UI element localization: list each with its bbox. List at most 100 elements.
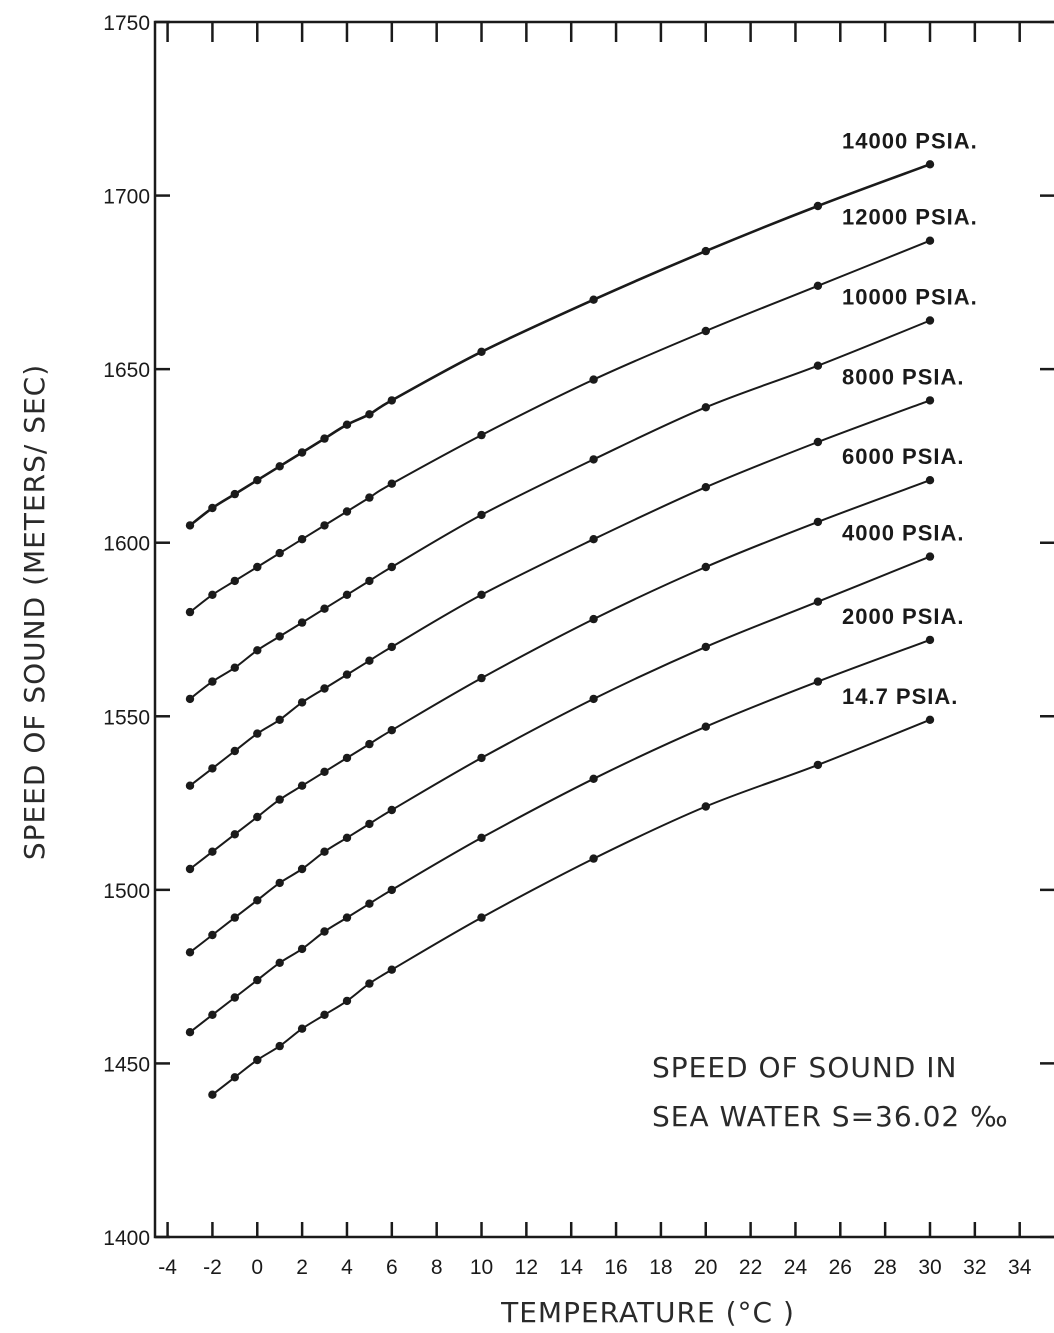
series-layer bbox=[185, 160, 935, 1099]
data-point bbox=[230, 830, 239, 839]
data-point bbox=[185, 1028, 195, 1037]
data-point bbox=[230, 1073, 239, 1082]
series-label: 2000 PSIA. bbox=[842, 604, 965, 629]
data-point bbox=[365, 410, 374, 419]
data-point bbox=[230, 746, 239, 756]
data-point bbox=[253, 646, 262, 655]
data-point bbox=[342, 670, 352, 679]
data-point bbox=[589, 774, 598, 783]
data-point bbox=[477, 347, 486, 356]
x-tick-label: 22 bbox=[739, 1256, 762, 1279]
data-point bbox=[297, 698, 307, 707]
x-tick-label: 4 bbox=[341, 1256, 353, 1279]
x-tick-label: 10 bbox=[470, 1256, 493, 1279]
data-point bbox=[365, 979, 374, 988]
data-point bbox=[320, 604, 329, 613]
data-point bbox=[589, 535, 598, 544]
data-point bbox=[230, 993, 239, 1002]
y-tick-label: 1450 bbox=[103, 1053, 150, 1076]
data-point bbox=[813, 281, 823, 290]
series-label: 14.7 PSIA. bbox=[842, 684, 958, 709]
data-point bbox=[342, 833, 352, 842]
series-line bbox=[211, 718, 931, 1096]
data-point bbox=[813, 597, 823, 606]
data-point bbox=[297, 781, 307, 790]
series-label: 10000 PSIA. bbox=[842, 285, 978, 310]
x-tick-label: 2 bbox=[296, 1256, 308, 1279]
data-point bbox=[925, 316, 935, 325]
x-tick-label: 18 bbox=[649, 1256, 672, 1279]
series-line bbox=[189, 319, 931, 700]
data-point bbox=[275, 548, 284, 558]
series-label: 8000 PSIA. bbox=[842, 364, 965, 389]
data-point bbox=[701, 246, 710, 256]
series-label: 4000 PSIA. bbox=[842, 521, 965, 546]
data-point bbox=[387, 726, 396, 735]
data-point bbox=[589, 295, 598, 304]
data-point bbox=[297, 535, 307, 544]
data-point bbox=[320, 434, 329, 443]
series-line bbox=[189, 163, 931, 527]
axis-ticks bbox=[155, 20, 1054, 1239]
data-point bbox=[320, 684, 329, 693]
data-point bbox=[365, 819, 374, 829]
data-point bbox=[342, 420, 352, 429]
data-point bbox=[701, 326, 710, 336]
data-point bbox=[208, 677, 217, 686]
data-point bbox=[297, 864, 307, 874]
data-point bbox=[253, 476, 262, 485]
data-point bbox=[208, 1090, 217, 1099]
data-point bbox=[477, 430, 486, 440]
data-point bbox=[342, 913, 352, 922]
data-point bbox=[297, 448, 307, 457]
y-tick-label: 1400 bbox=[103, 1227, 150, 1250]
series-labels: 14.7 PSIA. 2000 PSIA. 4000 PSIA. 6000 PSIA.… bbox=[842, 128, 978, 709]
data-point bbox=[701, 722, 710, 731]
y-tick-label: 1500 bbox=[103, 880, 150, 903]
x-tick-label: 24 bbox=[784, 1256, 808, 1279]
x-axis-title: TEMPERATURE (°C ) bbox=[500, 1296, 795, 1329]
x-tick-label: -2 bbox=[203, 1256, 222, 1279]
data-point bbox=[230, 576, 239, 586]
data-point bbox=[208, 847, 217, 856]
series-line bbox=[189, 555, 931, 954]
data-point bbox=[342, 590, 352, 599]
data-point bbox=[813, 361, 823, 370]
data-point bbox=[185, 694, 195, 704]
data-point bbox=[297, 1024, 307, 1033]
x-tick-label: 34 bbox=[1008, 1256, 1032, 1279]
data-point bbox=[275, 795, 284, 804]
data-point bbox=[813, 201, 823, 211]
data-point bbox=[925, 160, 935, 169]
series-label: 6000 PSIA. bbox=[842, 444, 965, 469]
data-point bbox=[185, 607, 195, 617]
data-point bbox=[208, 764, 217, 773]
data-point bbox=[387, 885, 396, 895]
data-point bbox=[477, 913, 486, 922]
data-point bbox=[297, 944, 307, 954]
data-point bbox=[253, 1055, 262, 1065]
y-tick-label: 1700 bbox=[103, 186, 150, 209]
x-tick-label: 12 bbox=[515, 1256, 538, 1279]
x-tick-label: -4 bbox=[158, 1256, 177, 1279]
data-point bbox=[365, 899, 374, 908]
data-point bbox=[208, 930, 217, 940]
x-tick-label: 16 bbox=[604, 1256, 627, 1279]
x-tick-label: 20 bbox=[694, 1256, 717, 1279]
data-point bbox=[589, 854, 598, 863]
series-6 bbox=[185, 236, 935, 617]
data-point bbox=[813, 437, 823, 447]
data-point bbox=[365, 576, 374, 586]
data-point bbox=[342, 507, 352, 516]
data-point bbox=[185, 781, 195, 790]
y-tick-label: 1550 bbox=[103, 706, 150, 729]
axis-tick-labels: -4 -2 0 2 4 6 8 10 12 14 16 18 20 22 24 26 28 30 32 3414001… bbox=[103, 12, 1031, 1279]
data-point bbox=[297, 618, 307, 627]
data-point bbox=[253, 975, 262, 985]
data-point bbox=[320, 927, 329, 936]
data-point bbox=[387, 805, 396, 815]
data-point bbox=[813, 677, 823, 686]
x-tick-label: 26 bbox=[829, 1256, 852, 1279]
data-point bbox=[230, 489, 239, 499]
